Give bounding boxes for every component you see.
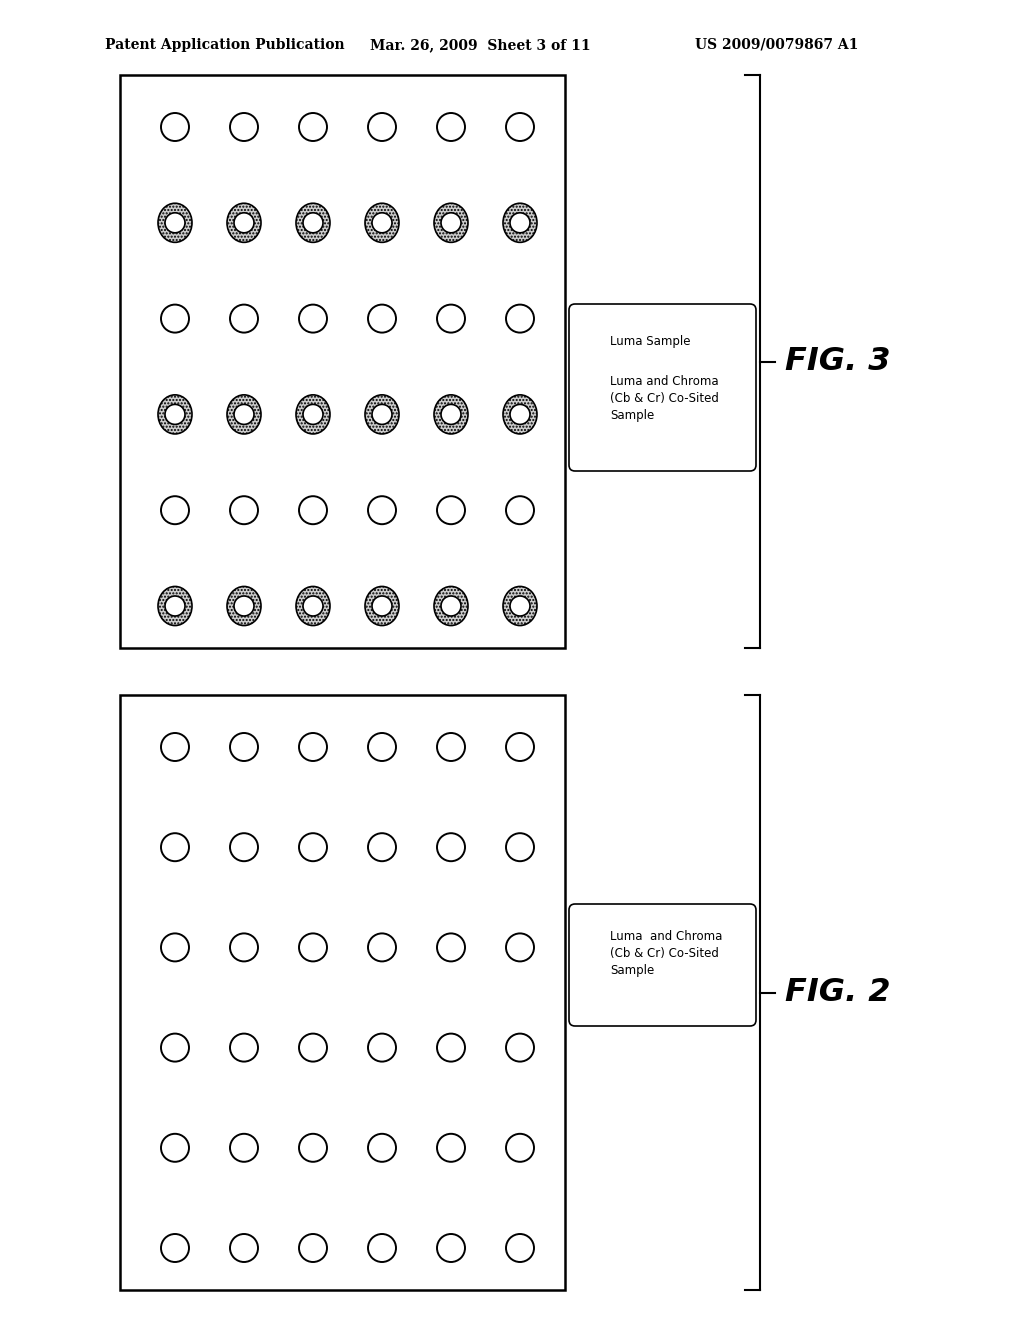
Circle shape [165,213,185,232]
Ellipse shape [503,395,537,434]
Text: US 2009/0079867 A1: US 2009/0079867 A1 [695,38,858,51]
Text: Patent Application Publication: Patent Application Publication [105,38,345,51]
Circle shape [510,597,530,616]
FancyBboxPatch shape [569,304,756,471]
Ellipse shape [434,395,468,434]
Circle shape [234,404,254,425]
Text: Luma  and Chroma
(Cb & Cr) Co-Sited
Sample: Luma and Chroma (Cb & Cr) Co-Sited Sampl… [610,931,722,977]
Ellipse shape [296,586,330,626]
Text: FIG. 2: FIG. 2 [785,977,891,1008]
Bar [120,75,565,648]
Ellipse shape [641,418,669,451]
Text: Luma and Chroma
(Cb & Cr) Co-Sited
Sample: Luma and Chroma (Cb & Cr) Co-Sited Sampl… [610,375,719,422]
Circle shape [303,213,323,232]
Circle shape [441,597,461,616]
Circle shape [234,597,254,616]
Ellipse shape [365,586,399,626]
Circle shape [303,404,323,425]
FancyBboxPatch shape [569,904,756,1026]
Circle shape [647,426,663,444]
Circle shape [592,983,608,1001]
Ellipse shape [227,203,261,243]
Ellipse shape [503,586,537,626]
Ellipse shape [434,203,468,243]
Ellipse shape [365,203,399,243]
Ellipse shape [296,395,330,434]
Circle shape [234,213,254,232]
Circle shape [510,213,530,232]
Circle shape [303,597,323,616]
Ellipse shape [158,586,193,626]
Circle shape [165,404,185,425]
Text: Mar. 26, 2009  Sheet 3 of 11: Mar. 26, 2009 Sheet 3 of 11 [370,38,591,51]
Ellipse shape [296,203,330,243]
Circle shape [165,597,185,616]
Ellipse shape [158,203,193,243]
Ellipse shape [434,586,468,626]
Circle shape [372,404,392,425]
Ellipse shape [227,586,261,626]
Circle shape [441,404,461,425]
Text: FIG. 3: FIG. 3 [785,346,891,378]
Ellipse shape [227,395,261,434]
Ellipse shape [503,203,537,243]
Circle shape [441,213,461,232]
Circle shape [372,213,392,232]
Ellipse shape [365,395,399,434]
Circle shape [510,404,530,425]
Text: Luma Sample: Luma Sample [610,335,690,348]
Bar [120,696,565,1290]
Ellipse shape [158,395,193,434]
Ellipse shape [586,975,614,1008]
Circle shape [372,597,392,616]
